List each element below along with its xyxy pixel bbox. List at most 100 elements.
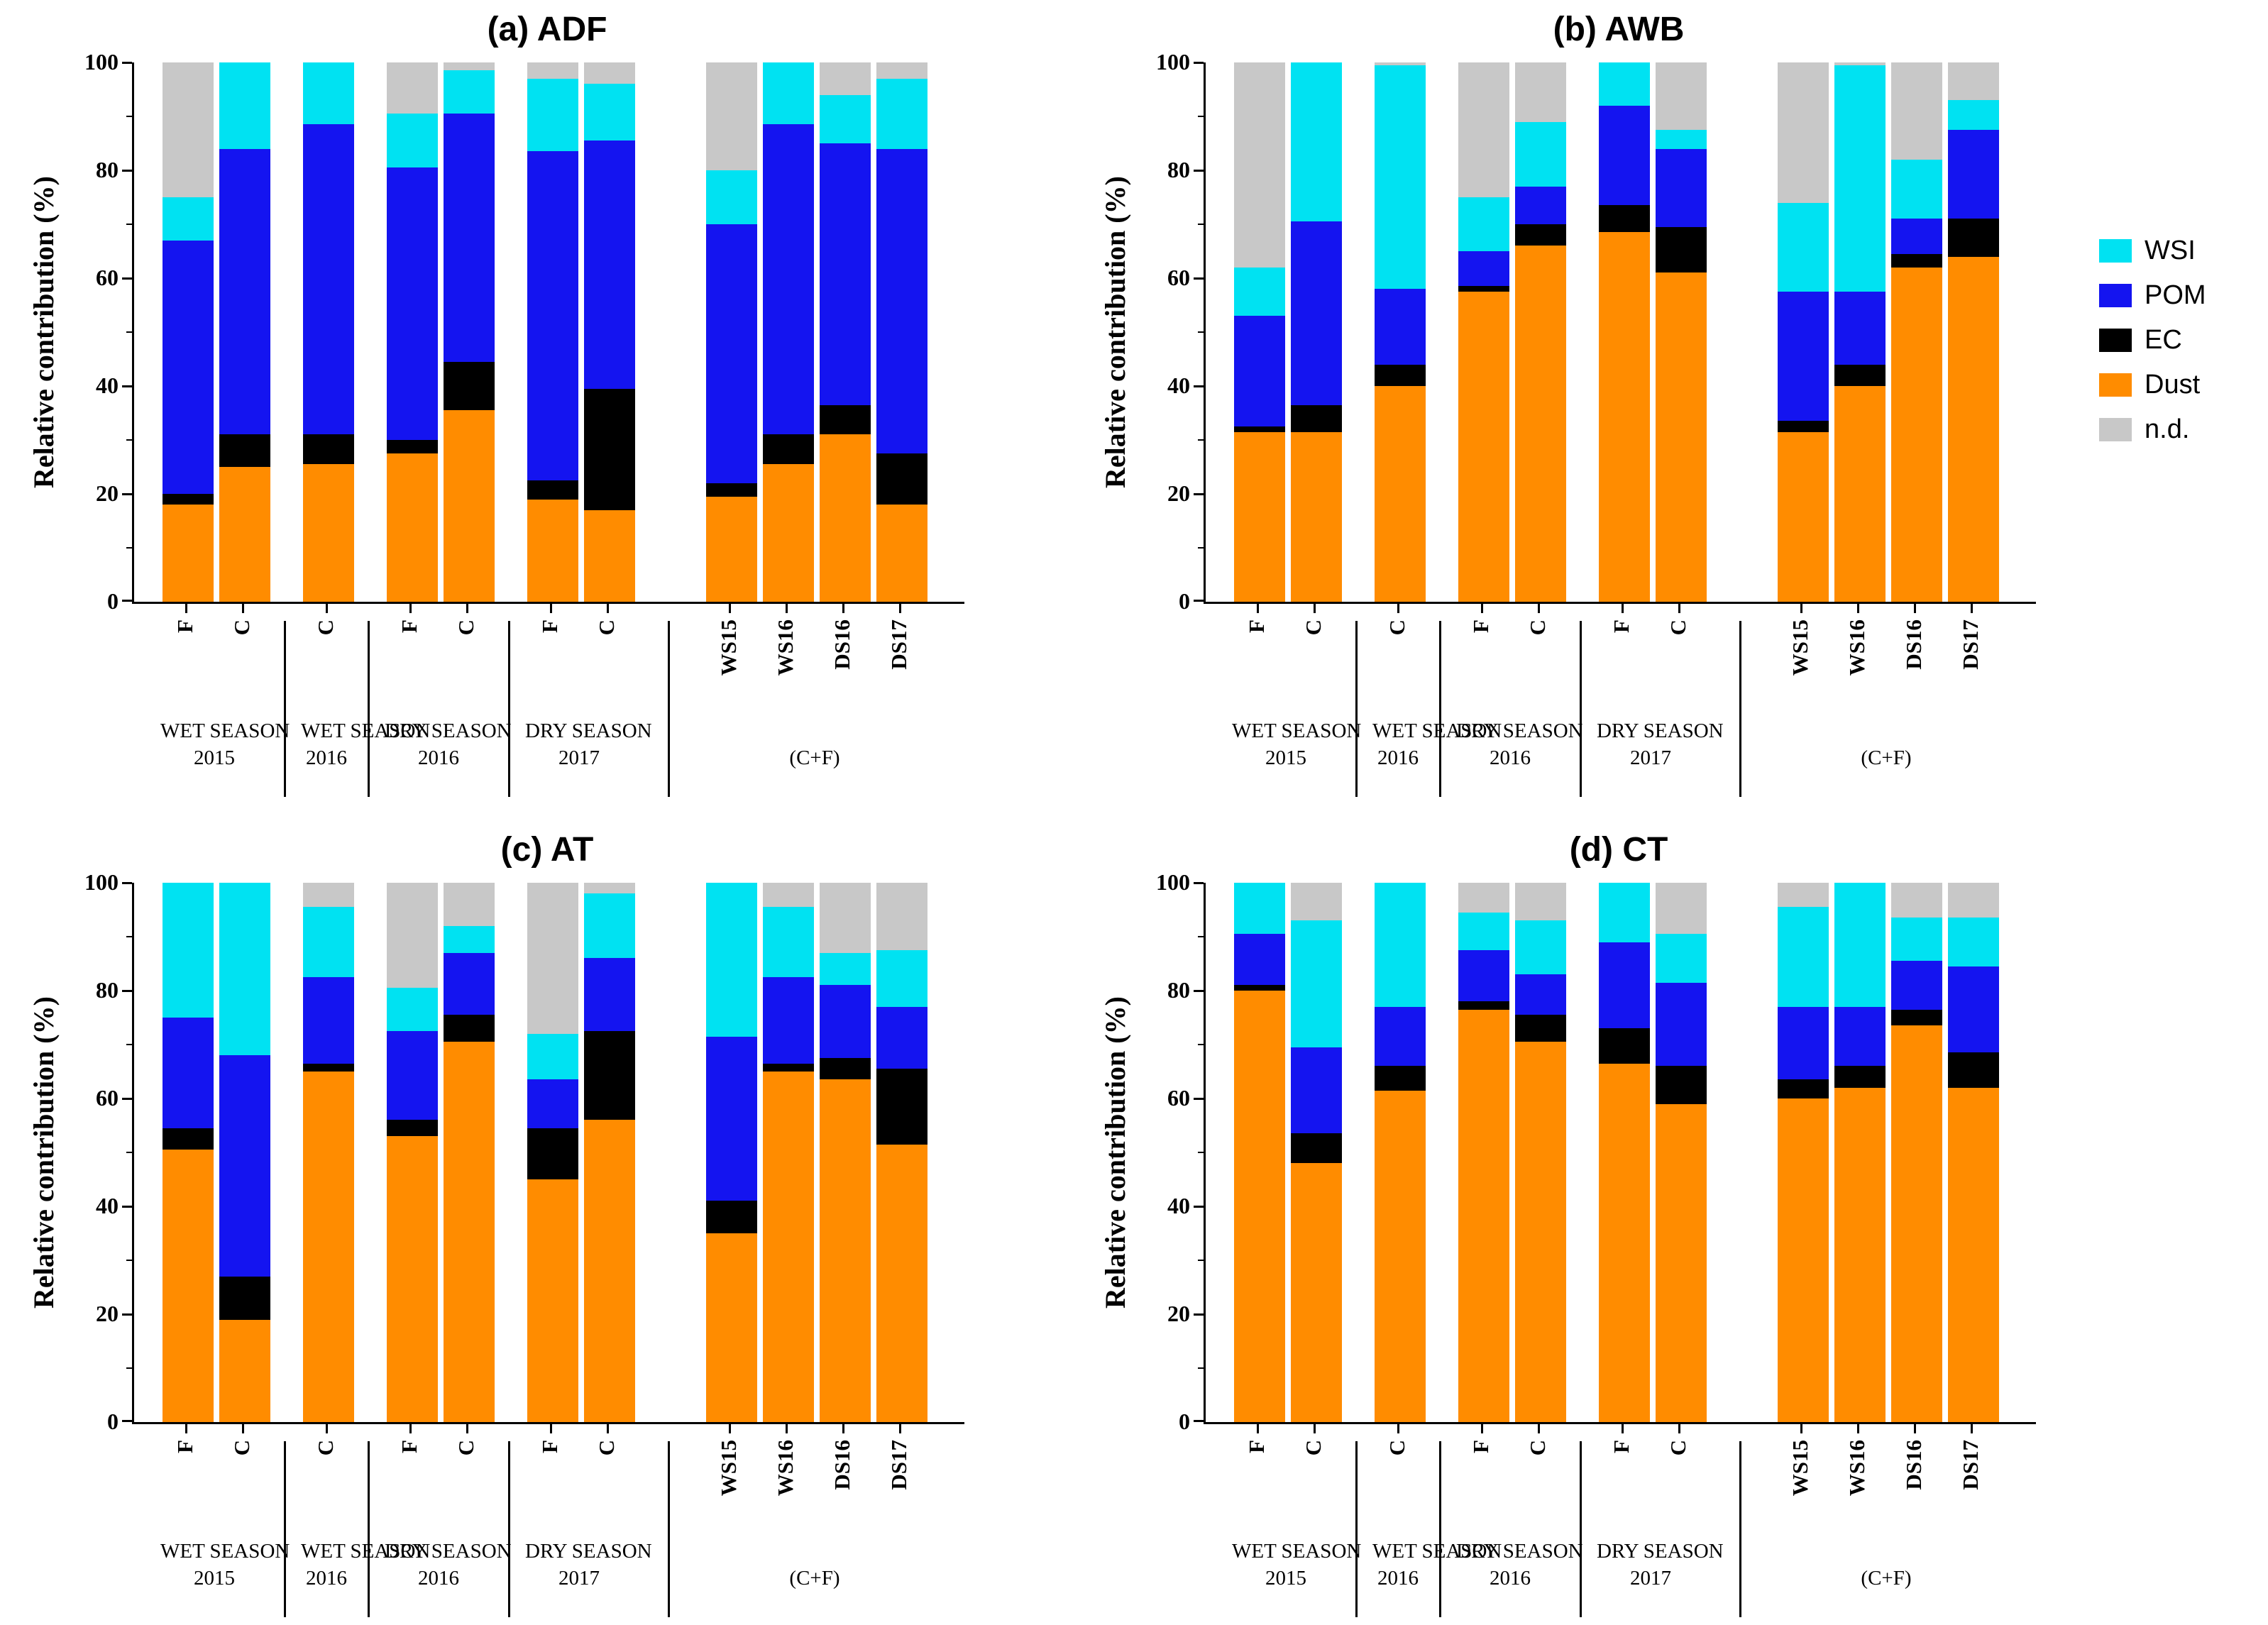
- x-axis-group-label: DRY SEASON 2017: [525, 1538, 652, 1592]
- bar-segment-wsi: [1458, 197, 1509, 251]
- bar-segment-ec: [387, 1120, 438, 1137]
- y-axis-label: Relative contribution (%): [1099, 996, 1131, 1309]
- x-axis-category-label: C: [1666, 1440, 1690, 1456]
- x-axis-tick: [1256, 1424, 1259, 1433]
- x-axis-category-label: WS15: [716, 619, 741, 676]
- bar-segment-nd: [706, 62, 757, 170]
- group-divider: [1579, 621, 1582, 797]
- x-axis-category-label: F: [1244, 619, 1269, 633]
- bar-segment-nd: [584, 883, 635, 894]
- y-axis-minor-tick: [126, 116, 132, 117]
- bar-segment-dust: [1656, 1103, 1707, 1422]
- y-axis-minor-tick: [126, 1152, 132, 1153]
- x-axis-group-label: (C+F): [704, 717, 925, 771]
- bar-segment-wsi: [444, 70, 495, 114]
- bar-segment-dust: [527, 499, 578, 602]
- legend-swatch-wsi: [2099, 239, 2132, 263]
- bar-segment-dust: [444, 1042, 495, 1422]
- x-axis-category-label: F: [1468, 1440, 1493, 1453]
- bar: [163, 62, 214, 602]
- bar-segment-pom: [1599, 942, 1650, 1029]
- plot-area: 0 20 40 60 80 100: [1156, 869, 2036, 1434]
- legend-label-nd: n.d.: [2145, 414, 2190, 444]
- bar-segment-ec: [1515, 224, 1566, 246]
- x-axis-area: F C C F C F C WS15 WS16 DS16 DS17 WET SEASON 2015 WET…: [1204, 604, 2034, 803]
- bar-segment-pom: [1656, 982, 1707, 1067]
- x-axis-group-label-line: [1776, 1538, 1997, 1565]
- y-axis-label: Relative contribution (%): [1099, 176, 1131, 488]
- bar: [1599, 62, 1650, 602]
- x-axis-group-label-line: (C+F): [789, 1567, 840, 1590]
- bar-segment-ec: [1599, 1028, 1650, 1064]
- y-axis-minor-tick: [1198, 331, 1204, 333]
- bar-segment-nd: [820, 883, 871, 953]
- x-axis-group-label: DRY SEASON 2016: [1456, 1538, 1583, 1592]
- bar-segment-dust: [1834, 1087, 1886, 1422]
- bar-segment-pom: [1234, 934, 1285, 986]
- bar-segment-ec: [219, 1276, 270, 1320]
- x-axis-group-label: (C+F): [704, 1538, 925, 1592]
- x-axis-tick: [241, 1424, 244, 1433]
- bar: [1291, 62, 1342, 602]
- bar-segment-ec: [706, 1201, 757, 1233]
- x-axis-category-label: WS15: [1788, 1440, 1812, 1497]
- y-axis-tick: [1194, 1097, 1204, 1100]
- x-axis-group-label-line: 2017: [1630, 747, 1671, 769]
- x-axis-category-label: C: [1385, 619, 1409, 636]
- bar-segment-ec: [763, 1063, 814, 1072]
- x-axis-category-label: F: [537, 619, 562, 633]
- legend-item-nd: n.d.: [2099, 414, 2206, 445]
- bar: [163, 883, 214, 1422]
- bar-segment-pom: [444, 952, 495, 1015]
- group-divider: [1579, 1441, 1582, 1617]
- x-axis-tick: [898, 1424, 901, 1433]
- x-axis-group-label-line: (C+F): [789, 747, 840, 769]
- y-axis-minor-tick: [1198, 547, 1204, 549]
- x-axis-tick: [325, 604, 328, 613]
- x-axis-tick: [1678, 604, 1680, 613]
- x-axis-tick: [898, 604, 901, 613]
- bar-segment-nd: [444, 62, 495, 71]
- bar-segment-ec: [820, 404, 871, 435]
- bar-segment-wsi: [163, 883, 214, 1018]
- bar-segment-wsi: [1375, 65, 1426, 290]
- bar: [820, 883, 871, 1422]
- bar-segment-pom: [219, 1055, 270, 1277]
- y-axis-tick: [1194, 600, 1204, 602]
- y-axis-minor-tick: [1198, 1260, 1204, 1261]
- x-axis-group-label-line: WET SEASON: [1232, 1540, 1362, 1563]
- group-divider: [367, 621, 370, 797]
- y-axis-tick-label: 100: [84, 869, 119, 895]
- bar-segment-pom: [584, 141, 635, 389]
- x-axis-category-label: C: [1525, 619, 1550, 636]
- bar-segment-pom: [1656, 148, 1707, 227]
- x-axis-category-label: F: [1244, 1440, 1269, 1453]
- bar-segment-ec: [706, 483, 757, 497]
- x-axis-group-label-line: [1776, 717, 1997, 744]
- y-axis-tick: [122, 277, 132, 280]
- bar-segment-ec: [1891, 253, 1942, 268]
- bar-segment-pom: [763, 977, 814, 1064]
- x-axis-category-label: C: [313, 1440, 338, 1456]
- y-axis-minor-tick: [126, 547, 132, 549]
- bar: [584, 62, 635, 602]
- y-axis-tick: [122, 600, 132, 602]
- y-axis-tick-label: 100: [84, 49, 119, 75]
- bar-segment-nd: [763, 883, 814, 908]
- bar-segment-dust: [706, 1233, 757, 1422]
- bar: [1291, 883, 1342, 1422]
- bar-segment-dust: [876, 505, 927, 602]
- legend-item-pom: POM: [2099, 280, 2206, 311]
- y-axis-tick-label: 40: [1167, 1193, 1190, 1218]
- x-axis-group-label: WET SEASON 2015: [1232, 717, 1361, 771]
- legend-swatch-dust: [2099, 373, 2132, 397]
- y-axis-tick: [1194, 277, 1204, 280]
- bar-segment-wsi: [1891, 159, 1942, 219]
- bar: [1834, 883, 1886, 1422]
- x-axis-tick: [409, 604, 412, 613]
- bar-segment-ec: [303, 434, 354, 465]
- bar-segment-ec: [876, 453, 927, 505]
- bar: [1834, 62, 1886, 602]
- bar-segment-dust: [303, 464, 354, 602]
- x-axis-tick: [1313, 604, 1316, 613]
